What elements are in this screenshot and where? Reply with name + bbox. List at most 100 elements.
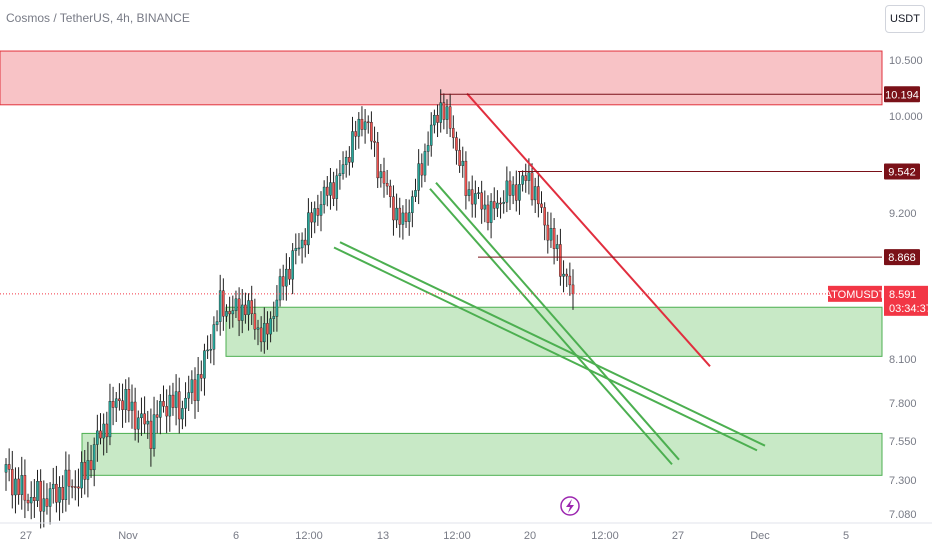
candle-body: [92, 444, 96, 471]
candle-body: [61, 487, 64, 500]
candle-body: [366, 121, 370, 124]
candle-body: [23, 475, 27, 501]
candle-body: [228, 311, 231, 315]
candle-body: [168, 394, 172, 417]
candle-body: [480, 192, 483, 210]
candle-body: [83, 462, 87, 480]
candle-body: [165, 406, 168, 417]
candle-body: [360, 118, 364, 130]
candle-body: [464, 160, 468, 196]
x-tick-label: 27: [672, 530, 684, 542]
y-tick-label: 7.800: [889, 398, 917, 410]
candle-body: [218, 290, 222, 322]
candle-body: [426, 145, 430, 152]
y-tick-label: 10.500: [889, 55, 923, 67]
support-zone: [81, 432, 883, 476]
candle-body: [499, 202, 502, 205]
candle-body: [102, 423, 105, 439]
candle-body: [527, 172, 531, 181]
candle-body: [209, 349, 213, 351]
candle-body: [458, 150, 461, 166]
candle-body: [363, 121, 367, 130]
candle-body: [344, 157, 348, 165]
candle-body: [294, 248, 298, 251]
candle-body: [36, 480, 39, 501]
currency-button[interactable]: USDT: [885, 5, 925, 33]
candle-body: [448, 106, 452, 129]
candle-body: [533, 186, 537, 201]
candle-body: [55, 483, 58, 503]
candle-body: [99, 430, 102, 439]
candle-body: [29, 497, 33, 504]
candle-body: [7, 464, 11, 470]
candle-body: [565, 273, 568, 277]
candle-body: [10, 469, 14, 496]
candle-body: [130, 401, 134, 411]
trend-line-red: [466, 92, 711, 367]
lightning-icon[interactable]: [560, 496, 580, 516]
candle-body: [543, 207, 546, 226]
candle-body: [212, 324, 216, 350]
candle-body: [20, 475, 24, 495]
candle-body: [455, 137, 458, 151]
candle-body: [379, 171, 383, 179]
symbol-label-bg: [828, 285, 882, 302]
candle-body: [181, 408, 184, 420]
candle-body: [203, 350, 206, 379]
candle-body: [571, 284, 575, 295]
x-tick-label: 13: [377, 530, 389, 542]
candle-body: [140, 413, 143, 419]
candle-body: [291, 250, 294, 280]
candle-body: [67, 469, 71, 487]
symbol-label: ATOMUSDT: [825, 289, 886, 301]
candle-body: [86, 460, 90, 480]
candle-body: [80, 462, 83, 489]
x-tick-label: 12:00: [591, 530, 619, 542]
candle-body: [398, 207, 402, 225]
candle-body: [395, 207, 398, 221]
candle-body: [300, 239, 304, 249]
candle-body: [187, 392, 191, 399]
candle-body: [351, 131, 354, 163]
lines-layer: [0, 92, 882, 466]
candle-body: [477, 192, 480, 194]
candle-body: [247, 300, 250, 315]
candle-body: [244, 304, 247, 315]
chart-title: Cosmos / TetherUS, 4h, BINANCE: [6, 11, 190, 25]
zones-layer: [0, 50, 883, 476]
candle-body: [266, 323, 269, 335]
candle-body: [385, 183, 389, 187]
candle-body: [45, 498, 49, 507]
support-zone: [225, 306, 883, 357]
candle-body: [155, 414, 159, 418]
candle-body: [146, 420, 150, 425]
candle-body: [552, 228, 556, 249]
candle-body: [332, 182, 335, 199]
candle-body: [445, 106, 449, 120]
trend-line-green: [429, 188, 673, 466]
candle-body: [114, 398, 118, 408]
candle-body: [149, 420, 153, 449]
candle-body: [272, 316, 276, 319]
candle-body: [111, 401, 115, 408]
candle-body: [136, 417, 140, 430]
candle-body: [546, 224, 550, 241]
candle-body: [508, 180, 512, 196]
candle-body: [562, 273, 565, 277]
candle-body: [404, 212, 408, 222]
x-tick-label: 12:00: [295, 530, 323, 542]
candle-body: [382, 171, 386, 184]
candle-body: [206, 349, 209, 352]
trend-line-green: [339, 241, 766, 447]
candle-body: [537, 186, 540, 205]
candle-body: [73, 486, 77, 488]
candle-body: [193, 379, 197, 401]
x-tick-label: 20: [524, 530, 536, 542]
candle-body: [171, 394, 175, 408]
candle-body: [319, 204, 323, 216]
candle-body: [433, 114, 436, 126]
candle-body: [559, 244, 562, 277]
candle-body: [470, 189, 474, 205]
candle-body: [231, 310, 235, 315]
